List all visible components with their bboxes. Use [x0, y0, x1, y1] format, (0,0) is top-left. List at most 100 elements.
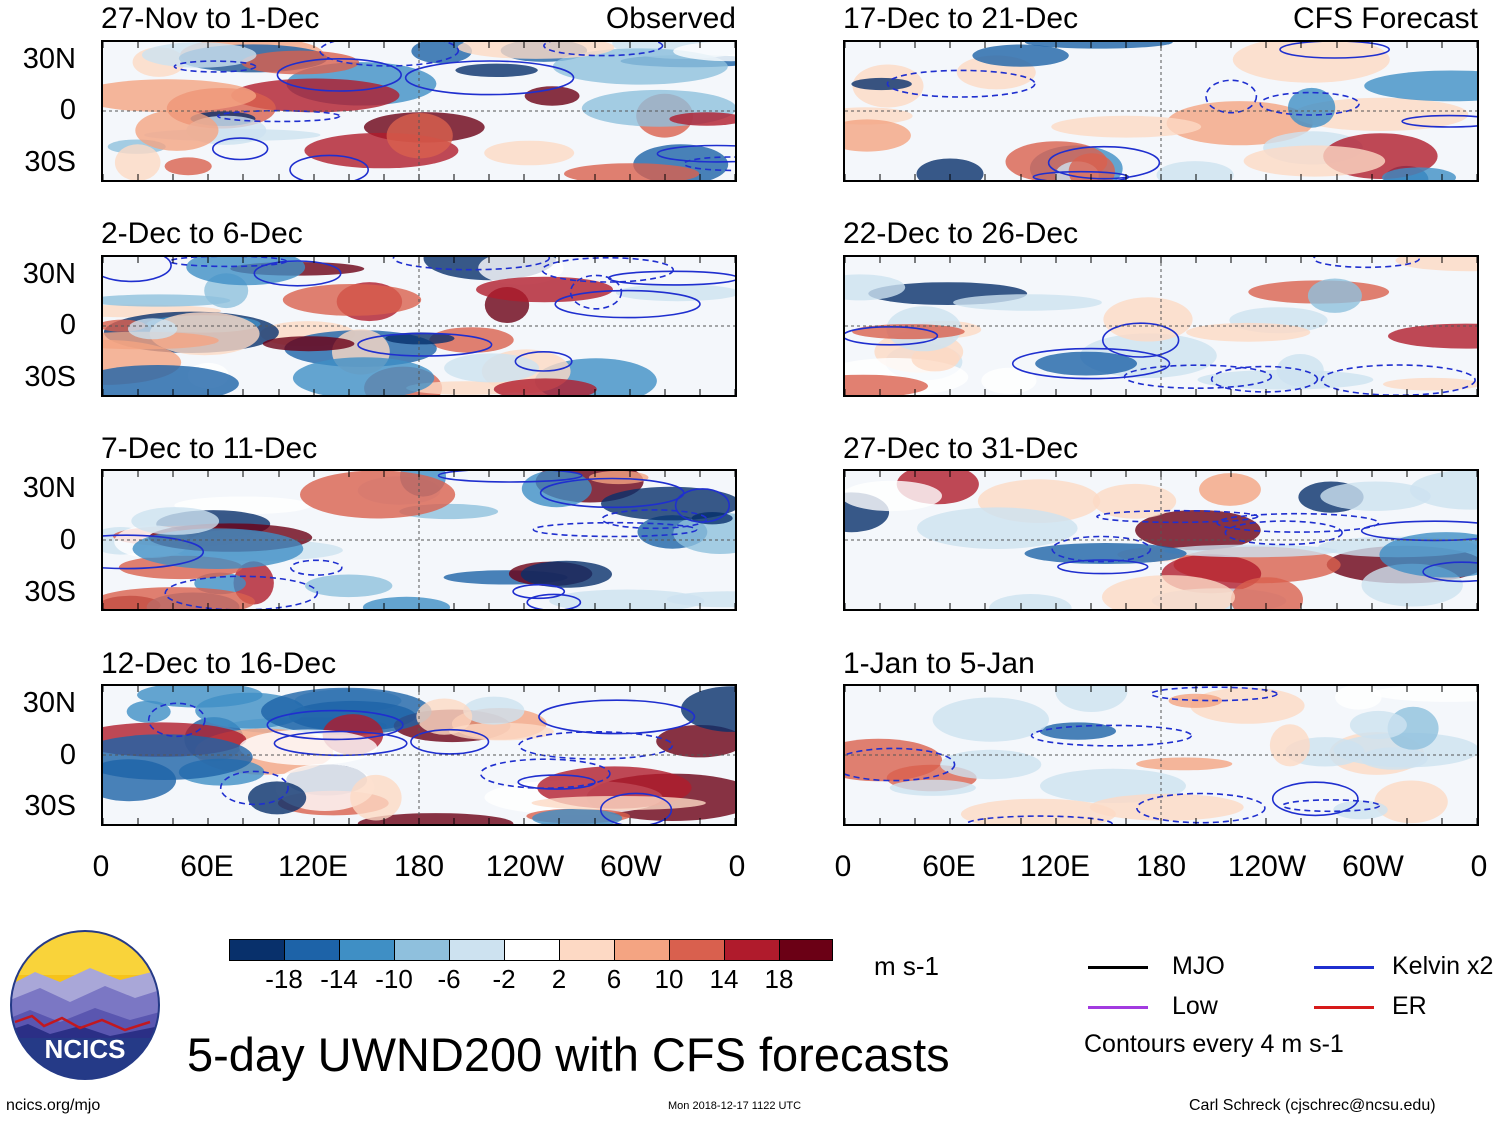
anomaly-patch	[1199, 473, 1261, 506]
anomaly-patch	[292, 357, 435, 395]
lon-label: 0	[728, 850, 746, 883]
anomaly-patch	[1335, 686, 1382, 710]
map-field	[103, 471, 735, 609]
anomaly-patch	[305, 574, 393, 598]
anomaly-patch	[1364, 70, 1477, 102]
anomaly-patch	[463, 696, 525, 725]
kelvin-contour	[1102, 322, 1180, 358]
map-panel-obs-4	[101, 684, 737, 826]
anomaly-patch	[239, 729, 378, 766]
kelvin-contour	[886, 69, 1036, 98]
colorbar-cell	[449, 939, 504, 961]
map-field	[103, 42, 735, 180]
panel-title-fcst-3: 27-Dec to 31-Dec	[843, 432, 1079, 465]
anomaly-patch	[1388, 323, 1477, 349]
anomaly-patch	[300, 471, 456, 519]
panel-title-fcst-4: 1-Jan to 5-Jan	[843, 647, 1035, 680]
kelvin-contour	[554, 289, 701, 319]
anomaly-patch	[493, 378, 597, 395]
anomaly-patch	[911, 346, 960, 372]
kelvin-contour	[404, 60, 575, 96]
lat-label-0: 0	[59, 309, 76, 341]
anomaly-patch	[656, 725, 735, 758]
lat-label-30n: 30N	[22, 687, 76, 719]
lat-label-0: 0	[59, 739, 76, 771]
kelvin-contour	[600, 792, 673, 824]
kelvin-contour	[1312, 257, 1421, 269]
panel-title-obs-1: 27-Nov to 1-Dec	[101, 2, 320, 35]
footer-site-link[interactable]: ncics.org/mjo	[6, 1097, 101, 1114]
anomaly-patch	[1349, 710, 1407, 740]
anomaly-patch	[1163, 544, 1338, 558]
anomaly-patch	[1379, 532, 1477, 578]
kelvin-contour	[517, 774, 596, 790]
panel-title-fcst-2: 22-Dec to 26-Dec	[843, 217, 1079, 250]
anomaly-patch	[385, 332, 455, 345]
lon-label: 120E	[1019, 850, 1091, 883]
anomaly-patch	[282, 284, 422, 316]
legend-line-er	[1314, 1006, 1374, 1009]
anomaly-patch	[350, 774, 402, 821]
colorbar-units: m s-1	[874, 951, 939, 981]
main-title: 5-day UWND200 with CFS forecasts	[187, 1028, 950, 1081]
kelvin-contour	[1401, 114, 1477, 128]
kelvin-contour	[1096, 509, 1259, 524]
legend-line-mjo	[1088, 966, 1148, 969]
kelvin-contour	[479, 758, 611, 789]
anomaly-patch	[532, 808, 623, 824]
anomaly-patch	[1024, 42, 1173, 49]
kelvin-contour	[526, 593, 582, 609]
lat-label-30n: 30N	[22, 43, 76, 75]
kelvin-contour	[514, 351, 573, 372]
anomaly-patch	[114, 144, 161, 180]
colorbar-tick: -2	[492, 964, 516, 994]
anomaly-patch	[531, 796, 706, 810]
anomaly-patch	[1293, 97, 1469, 131]
colorbar-frame	[229, 939, 833, 961]
anomaly-patch	[416, 698, 473, 735]
kelvin-contour	[1224, 520, 1343, 546]
kelvin-contour	[1136, 792, 1266, 824]
colorbar-tick: 14	[709, 964, 739, 994]
anomaly-patch	[1269, 724, 1310, 767]
kelvin-contour	[1123, 364, 1273, 389]
panel-title-obs-2: 2-Dec to 6-Dec	[101, 217, 303, 250]
anomaly-patch	[484, 140, 575, 166]
map-panel-obs-2	[101, 255, 737, 397]
anomaly-patch	[1307, 278, 1362, 313]
map-field	[845, 257, 1477, 395]
kelvin-contour	[103, 534, 205, 570]
kelvin-contour	[1271, 781, 1359, 817]
anomaly-patch	[1409, 471, 1477, 510]
kelvin-contour	[164, 575, 319, 609]
anomaly-patch	[103, 365, 239, 395]
observed-tag: Observed	[605, 2, 736, 35]
map-panel-fcst-2	[843, 255, 1479, 397]
kelvin-contour	[1051, 535, 1152, 563]
colorbar-cell	[779, 939, 833, 961]
kelvin-contour	[437, 471, 583, 483]
anomaly-patch	[1102, 575, 1235, 609]
anomaly-patch	[889, 779, 976, 796]
colorbar-tick: 10	[654, 964, 684, 994]
kelvin-contour	[1205, 79, 1258, 114]
kelvin-contour	[266, 709, 404, 741]
kelvin-contour	[845, 326, 939, 346]
kelvin-contour	[512, 583, 566, 600]
anomaly-patch	[1068, 153, 1115, 180]
lat-label-30s: 30S	[24, 146, 76, 178]
colorbar-tick: -10	[375, 964, 413, 994]
kelvin-contour	[211, 137, 269, 161]
lon-label: 0	[1470, 850, 1488, 883]
anomaly-patch	[1136, 757, 1233, 771]
anomaly-patch	[681, 686, 735, 732]
legend-label-mjo: MJO	[1172, 952, 1225, 980]
colorbar-cell	[284, 939, 339, 961]
map-panel-fcst-4	[843, 684, 1479, 826]
anomaly-patch	[1186, 322, 1311, 342]
lat-label-0: 0	[59, 94, 76, 126]
lon-label: 120E	[277, 850, 349, 883]
colorbar-tick: 6	[606, 964, 622, 994]
kelvin-contour	[392, 257, 551, 271]
panel-title-obs-4: 12-Dec to 16-Dec	[101, 647, 337, 680]
